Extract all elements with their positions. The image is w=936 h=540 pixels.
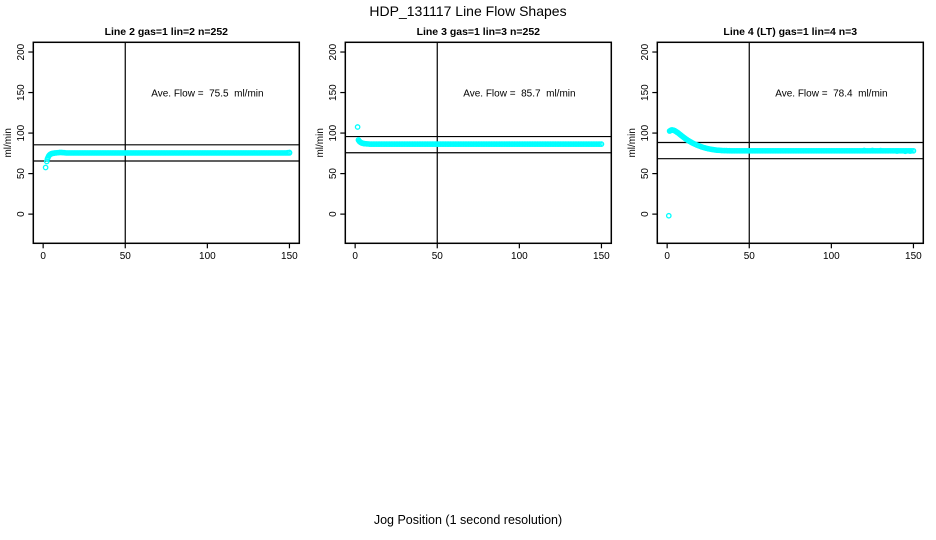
plot-line-4: Line 4 (LT) gas=1 lin=4 n=3 Ave. Flow = … bbox=[627, 26, 925, 262]
x-tick-label: 0 bbox=[664, 251, 670, 262]
y-tick-label: 100 bbox=[328, 124, 339, 141]
y-tick-label: 200 bbox=[640, 43, 651, 60]
x-tick-label: 100 bbox=[823, 251, 840, 262]
y-axis-label: ml/min bbox=[315, 128, 326, 157]
y-tick-label: 0 bbox=[328, 211, 339, 217]
plot-area bbox=[340, 41, 613, 249]
ave-flow-annotation: Ave. Flow = 85.7 ml/min bbox=[463, 89, 575, 100]
y-axis-label: ml/min bbox=[3, 128, 14, 157]
y-tick-label: 50 bbox=[640, 168, 651, 180]
y-tick-label: 0 bbox=[640, 211, 651, 217]
y-tick-label: 200 bbox=[16, 43, 27, 60]
panel-line-3: Line 3 gas=1 lin=3 n=252 Ave. Flow = 85.… bbox=[312, 0, 624, 270]
panel-title: Line 4 (LT) gas=1 lin=4 n=3 bbox=[723, 26, 857, 38]
panel-line-2: Line 2 gas=1 lin=2 n=252 Ave. Flow = 75.… bbox=[0, 0, 312, 270]
x-tick-label: 100 bbox=[511, 251, 528, 262]
x-tick-label: 0 bbox=[352, 251, 358, 262]
y-tick-label: 100 bbox=[16, 124, 27, 141]
y-tick-label: 200 bbox=[328, 43, 339, 60]
chart-title: HDP_131117 Line Flow Shapes bbox=[369, 3, 567, 19]
panel-title: Line 2 gas=1 lin=2 n=252 bbox=[105, 26, 229, 38]
y-axis-label: ml/min bbox=[627, 128, 638, 157]
plot-area bbox=[652, 41, 925, 249]
panel-title: Line 3 gas=1 lin=3 n=252 bbox=[417, 26, 541, 38]
x-tick-label: 0 bbox=[40, 251, 46, 262]
panel-line-4: Line 4 (LT) gas=1 lin=4 n=3 Ave. Flow = … bbox=[624, 0, 936, 270]
y-tick-label: 0 bbox=[16, 211, 27, 217]
plot-line-3: Line 3 gas=1 lin=3 n=252 Ave. Flow = 85.… bbox=[315, 26, 613, 262]
x-tick-label: 150 bbox=[281, 251, 298, 262]
ave-flow-annotation: Ave. Flow = 78.4 ml/min bbox=[775, 89, 887, 100]
x-tick-label: 50 bbox=[744, 251, 756, 262]
x-tick-label: 100 bbox=[199, 251, 216, 262]
plot-area bbox=[28, 41, 301, 249]
y-tick-label: 150 bbox=[640, 84, 651, 101]
y-tick-label: 50 bbox=[328, 168, 339, 180]
x-tick-label: 150 bbox=[905, 251, 922, 262]
y-tick-label: 50 bbox=[16, 168, 27, 180]
x-tick-label: 50 bbox=[120, 251, 132, 262]
x-tick-label: 50 bbox=[432, 251, 444, 262]
y-tick-label: 150 bbox=[16, 84, 27, 101]
y-tick-label: 100 bbox=[640, 124, 651, 141]
y-tick-label: 150 bbox=[328, 84, 339, 101]
x-tick-label: 150 bbox=[593, 251, 610, 262]
plot-line-2: Line 2 gas=1 lin=2 n=252 Ave. Flow = 75.… bbox=[3, 26, 301, 262]
x-axis-label: Jog Position (1 second resolution) bbox=[373, 513, 563, 527]
ave-flow-annotation: Ave. Flow = 75.5 ml/min bbox=[151, 89, 263, 100]
